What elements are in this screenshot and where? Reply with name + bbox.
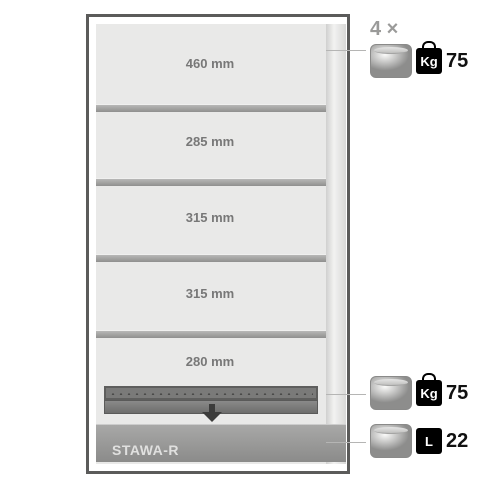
- kg-badge-icon-2: Kg: [416, 380, 442, 406]
- tray-weight-value: 75: [446, 382, 468, 405]
- leader-tray: [326, 394, 366, 395]
- shelf-1: [96, 104, 326, 112]
- cabinet-right-edge: [326, 24, 346, 464]
- shelf-3: [96, 254, 326, 262]
- dim-label-1: 285 mm: [150, 134, 270, 149]
- dim-label-2: 315 mm: [150, 210, 270, 225]
- dim-label-3: 315 mm: [150, 286, 270, 301]
- liters-badge-icon: L: [416, 428, 442, 454]
- sump-canister-icon: [370, 424, 412, 458]
- shelf-2: [96, 178, 326, 186]
- shelf-4: [96, 330, 326, 338]
- dim-label-0: 460 mm: [150, 56, 270, 71]
- callout-shelf-count: 4 ×: [370, 18, 398, 41]
- shelf-count-label: 4 ×: [370, 18, 398, 41]
- leader-sump: [326, 442, 366, 443]
- shelf-canister-icon: [370, 44, 412, 78]
- kg-badge-icon: Kg: [416, 48, 442, 74]
- shelf-weight-value: 75: [446, 50, 468, 73]
- sump-capacity-value: 22: [446, 430, 468, 453]
- perforated-tray-top: [104, 386, 318, 400]
- leader-shelf: [326, 50, 366, 51]
- perforated-holes: [109, 391, 313, 395]
- dim-label-4: 280 mm: [150, 354, 270, 369]
- callout-sump-capacity: L 22: [370, 424, 468, 458]
- sump-label: STAWA-R: [112, 442, 179, 458]
- down-arrow-icon: [200, 404, 224, 422]
- tray-canister-icon: [370, 376, 412, 410]
- callout-tray-weight: Kg 75: [370, 376, 468, 410]
- callout-shelf-weight: Kg 75: [370, 44, 468, 78]
- diagram-stage: 460 mm 285 mm 315 mm 315 mm 280 mm STAWA…: [0, 0, 500, 500]
